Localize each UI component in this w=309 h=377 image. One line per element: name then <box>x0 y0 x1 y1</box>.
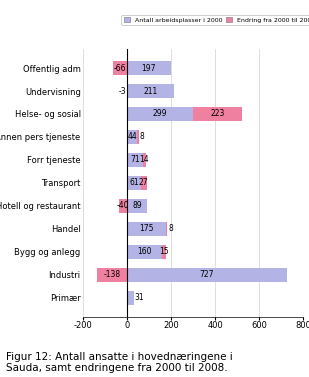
Text: 61: 61 <box>129 178 139 187</box>
Text: 71: 71 <box>130 155 140 164</box>
Text: -66: -66 <box>114 64 126 72</box>
Bar <box>166 222 167 236</box>
Text: 8: 8 <box>139 132 144 141</box>
Bar <box>163 245 166 259</box>
Bar <box>127 222 166 236</box>
Bar <box>141 176 146 190</box>
Text: 89: 89 <box>132 201 142 210</box>
Text: 223: 223 <box>210 109 225 118</box>
Text: 8: 8 <box>168 224 173 233</box>
Text: -3: -3 <box>118 86 126 95</box>
Bar <box>113 61 127 75</box>
Bar <box>127 61 171 75</box>
Text: 211: 211 <box>143 86 158 95</box>
Text: 299: 299 <box>153 109 167 118</box>
Bar <box>127 199 147 213</box>
Text: 15: 15 <box>159 247 169 256</box>
Text: 14: 14 <box>140 155 149 164</box>
Text: 44: 44 <box>127 132 137 141</box>
Bar <box>127 153 143 167</box>
Text: -138: -138 <box>104 270 121 279</box>
Text: -40: -40 <box>117 201 129 210</box>
Bar <box>97 268 127 282</box>
Legend: Antall arbeidsplasser i 2000, Endring fra 2000 til 2008: Antall arbeidsplasser i 2000, Endring fr… <box>121 15 309 25</box>
Bar <box>127 268 287 282</box>
Bar <box>127 107 193 121</box>
Text: Figur 12: Antall ansatte i hovednæringene i
Sauda, samt endringene fra 2000 til : Figur 12: Antall ansatte i hovednæringen… <box>6 352 233 373</box>
Text: 27: 27 <box>139 178 148 187</box>
Text: 197: 197 <box>142 64 156 72</box>
Bar <box>127 245 163 259</box>
Bar <box>127 130 137 144</box>
Bar <box>127 84 174 98</box>
Text: 160: 160 <box>138 247 152 256</box>
Bar <box>137 130 139 144</box>
Text: 175: 175 <box>139 224 154 233</box>
Bar <box>127 176 141 190</box>
Bar <box>127 291 134 305</box>
Text: 727: 727 <box>200 270 214 279</box>
Bar <box>143 153 146 167</box>
Bar <box>119 199 127 213</box>
Text: 31: 31 <box>135 293 144 302</box>
Bar <box>193 107 242 121</box>
